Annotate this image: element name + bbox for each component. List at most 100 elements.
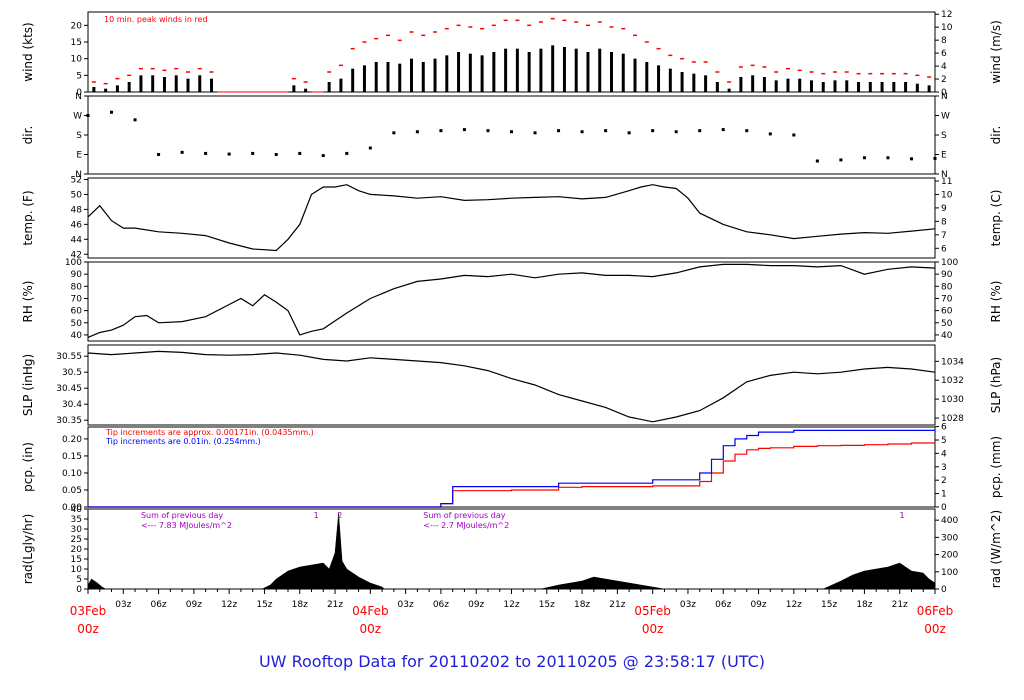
pcp-rtick-label: 3 xyxy=(941,463,947,473)
dir-point xyxy=(815,159,819,163)
rh-ytick-label: 100 xyxy=(65,258,82,268)
rh-rtick-label: 90 xyxy=(941,270,953,280)
x-minor-label: 09z xyxy=(186,600,202,610)
rh-ylabel: RH (%) xyxy=(21,281,35,323)
wind-rtick-label: 8 xyxy=(941,36,947,46)
rad-annotation-1: <--- 2.7 MJoules/m^2 xyxy=(423,521,509,530)
panel-slp xyxy=(84,344,939,426)
x-major-date: 06Feb xyxy=(917,604,954,618)
wind-ytick-label: 0 xyxy=(76,88,82,98)
dir-point xyxy=(274,153,278,156)
dir-point xyxy=(180,150,184,154)
rad-rtick-label: 200 xyxy=(941,551,958,561)
rh-rtick-label: 70 xyxy=(941,294,953,304)
panel-rh xyxy=(84,261,939,342)
x-minor-label: 21z xyxy=(892,600,908,610)
rad-day-marker: 1 xyxy=(900,511,905,520)
rad-rtick-label: 100 xyxy=(941,568,958,578)
slp-frame xyxy=(87,344,936,426)
x-major-time: 00z xyxy=(924,622,946,636)
slp-rtick-label: 1028 xyxy=(941,414,964,424)
wind-rtick-label: 2 xyxy=(941,75,947,85)
rh-rtick-label: 40 xyxy=(941,331,953,341)
temp-rtick-label: 8 xyxy=(941,217,947,227)
dir-rtick-label: N xyxy=(941,92,948,102)
temp-rtick-label: 7 xyxy=(941,231,947,241)
x-minor-label: 18z xyxy=(856,600,872,610)
rad-ytick-label: 40 xyxy=(71,505,83,515)
x-minor-label: 15z xyxy=(256,600,272,610)
dir-point xyxy=(321,154,325,158)
dir-point xyxy=(862,156,866,160)
pcp-annotation-red: Tip increments are approx. 0.00171in. (0… xyxy=(105,428,314,437)
dir-point xyxy=(345,151,349,155)
rh-ytick-label: 90 xyxy=(71,270,83,280)
wind-ytick-label: 10 xyxy=(71,55,83,65)
pcp-rtick-label: 2 xyxy=(941,476,947,486)
dir-ylabel-right: dir. xyxy=(989,126,1003,145)
temp-line xyxy=(87,184,936,252)
temp-rtick-label: 10 xyxy=(941,190,953,200)
wind-ylabel: wind (kts) xyxy=(21,22,35,81)
pcp-ylabel-right: pcp. (mm) xyxy=(989,436,1003,498)
rh-rtick-label: 60 xyxy=(941,307,953,317)
temp-rtick-label: 6 xyxy=(941,244,947,254)
wind-ytick-label: 15 xyxy=(71,38,82,48)
dir-point xyxy=(86,114,90,117)
wind-rtick-label: 4 xyxy=(941,62,947,72)
temp-ytick-label: 44 xyxy=(71,235,83,245)
rh-ytick-label: 70 xyxy=(71,294,83,304)
dir-point xyxy=(227,152,231,156)
dir-point xyxy=(204,151,208,155)
dir-ytick-label: E xyxy=(76,151,82,161)
rad-ytick-label: 25 xyxy=(71,535,82,545)
rh-rtick-label: 50 xyxy=(941,319,953,329)
rad-ytick-label: 0 xyxy=(76,585,82,595)
dir-point xyxy=(627,131,631,135)
dir-point xyxy=(392,131,396,135)
dir-point xyxy=(580,130,584,134)
dir-point xyxy=(557,129,561,133)
wind-ytick-label: 5 xyxy=(76,71,82,81)
pcp-ytick-label: 0.20 xyxy=(62,435,82,445)
rad-annotation-0: <--- 7.83 MJoules/m^2 xyxy=(141,521,232,530)
dir-point xyxy=(768,132,772,136)
rh-ytick-label: 40 xyxy=(71,331,83,341)
dir-point xyxy=(839,158,843,162)
rh-rtick-label: 80 xyxy=(941,282,953,292)
temp-ytick-label: 52 xyxy=(71,175,82,185)
x-minor-label: 15z xyxy=(539,600,555,610)
rad-annotation-0: Sum of previous day xyxy=(141,511,223,520)
rad-ytick-label: 35 xyxy=(71,515,82,525)
pcp-ylabel: pcp. (in) xyxy=(21,442,35,492)
x-major-time: 00z xyxy=(642,622,664,636)
dir-frame xyxy=(87,95,936,175)
slp-rtick-label: 1032 xyxy=(941,376,964,386)
slp-rtick-label: 1034 xyxy=(941,357,964,367)
x-minor-label: 15z xyxy=(821,600,837,610)
dir-point xyxy=(368,146,372,150)
rad-ylabel: rad(Lgly/hr) xyxy=(21,514,35,585)
dir-point xyxy=(745,129,749,133)
pcp-rtick-label: 0 xyxy=(941,503,947,513)
x-minor-label: 06z xyxy=(150,600,166,610)
dir-point xyxy=(298,151,302,155)
dir-point xyxy=(462,128,466,132)
temp-frame xyxy=(87,177,936,259)
dir-rtick-label: E xyxy=(941,151,947,161)
rh-rtick-label: 100 xyxy=(941,258,958,268)
temp-ylabel-right: temp. (C) xyxy=(989,190,1003,247)
slp-rtick-label: 1030 xyxy=(941,395,964,405)
wind-ylabel-right: wind (m/s) xyxy=(989,20,1003,84)
x-minor-label: 21z xyxy=(327,600,343,610)
panel-dir xyxy=(84,95,939,175)
dir-rtick-label: N xyxy=(941,170,948,180)
dir-point xyxy=(510,130,513,134)
dir-point xyxy=(792,133,796,137)
x-major-date: 03Feb xyxy=(70,604,107,618)
wind-rtick-label: 0 xyxy=(941,88,947,98)
slp-ytick-label: 30.4 xyxy=(62,400,82,410)
rad-ytick-label: 20 xyxy=(71,545,83,555)
wind-rtick-label: 6 xyxy=(941,49,947,59)
